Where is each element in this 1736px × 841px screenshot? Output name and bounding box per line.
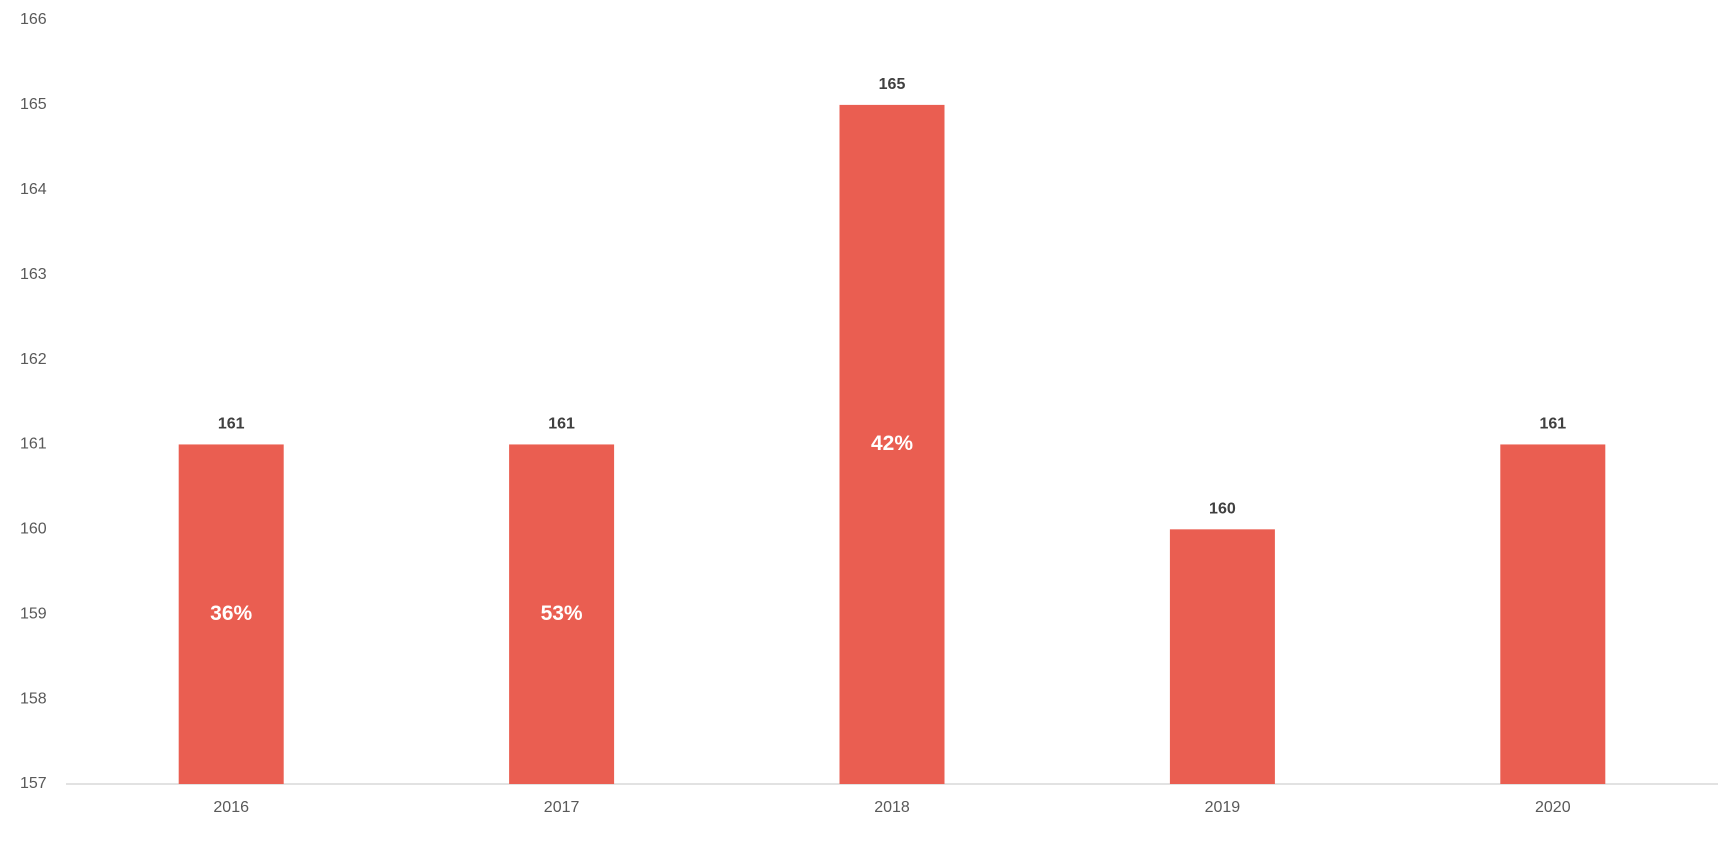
y-tick-label: 158	[20, 690, 47, 707]
y-tick-label: 166	[20, 11, 47, 28]
y-tick-label: 160	[20, 521, 47, 538]
y-tick-label: 163	[20, 266, 47, 283]
y-tick-label: 159	[20, 605, 47, 622]
bar	[839, 104, 945, 784]
value-label: 161	[548, 416, 575, 433]
inner-label: 36%	[210, 602, 252, 625]
y-tick-label: 164	[20, 181, 47, 198]
inner-label: 42%	[871, 432, 913, 455]
value-label: 160	[1209, 501, 1236, 518]
value-label: 161	[218, 416, 245, 433]
y-tick-label: 157	[20, 775, 47, 792]
bar	[178, 444, 284, 784]
bar	[509, 444, 615, 784]
x-tick-label: 2017	[544, 799, 580, 816]
bar	[1169, 529, 1275, 784]
y-tick-label: 162	[20, 351, 47, 368]
x-tick-label: 2019	[1205, 799, 1241, 816]
inner-label: 53%	[541, 602, 583, 625]
y-tick-label: 161	[20, 436, 47, 453]
x-tick-label: 2020	[1535, 799, 1571, 816]
value-label: 161	[1539, 416, 1566, 433]
x-tick-label: 2018	[874, 799, 910, 816]
bar	[1500, 444, 1606, 784]
x-tick-label: 2016	[213, 799, 249, 816]
value-label: 165	[879, 76, 906, 93]
y-tick-label: 165	[20, 96, 47, 113]
